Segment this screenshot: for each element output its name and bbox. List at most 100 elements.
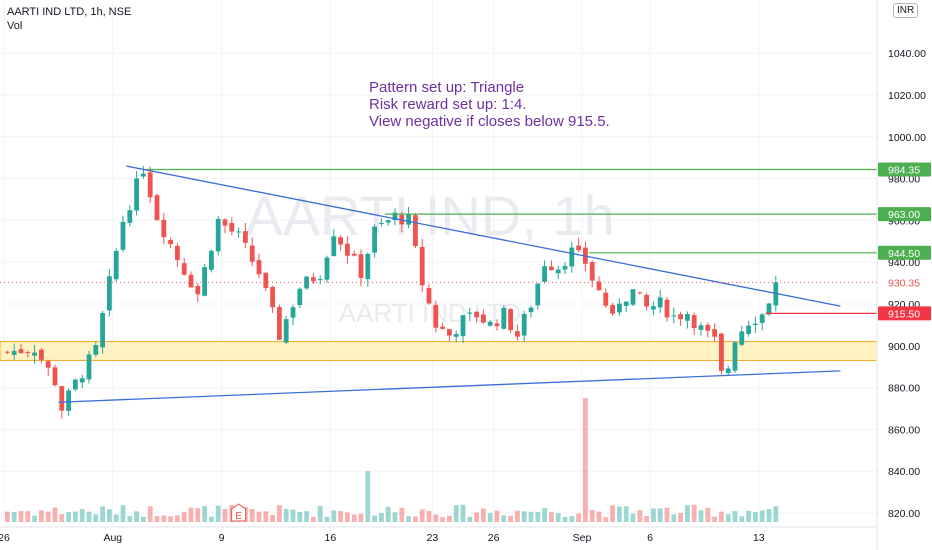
price-axis[interactable]: 1040.001020.001000.00980.00960.00940.009… [876, 0, 932, 550]
candle [467, 312, 473, 314]
volume-bar [426, 511, 432, 522]
time-axis[interactable]: 26 Aug 9 16 23 26 Sep 6 13 [0, 526, 877, 544]
candle [39, 349, 44, 360]
candle [175, 245, 180, 261]
volume-bar [549, 512, 554, 522]
volume-bar [147, 506, 153, 522]
volume-bar [759, 510, 765, 522]
earnings-badge [231, 503, 247, 522]
earnings-marker[interactable]: E [231, 503, 247, 522]
y-tick-label: 840.00 [888, 466, 920, 478]
candle [141, 173, 146, 177]
volume-bar [249, 508, 255, 522]
volume-bar [365, 471, 371, 522]
volume-bar [562, 516, 568, 522]
candle [569, 247, 575, 267]
symbol-title[interactable]: AARTI IND LTD, 1h, NSE [7, 6, 132, 18]
volume-bar [73, 511, 78, 522]
volume-bar [542, 508, 547, 522]
volume-bar [719, 511, 724, 522]
annotation-text[interactable]: Pattern set up: Triangle Risk reward set… [369, 79, 610, 130]
candle [202, 267, 207, 296]
trendlines[interactable] [58, 165, 841, 403]
candle [249, 245, 255, 262]
y-tick-label: 860.00 [888, 424, 920, 436]
candle [229, 223, 235, 232]
volume-bar [501, 515, 507, 522]
price-label-box [878, 275, 931, 290]
candle [576, 245, 581, 251]
candle [596, 281, 602, 291]
volume-bar [263, 511, 269, 522]
candle [406, 214, 411, 225]
volume-bar [154, 516, 160, 522]
candle [392, 212, 398, 221]
earnings-letter: E [235, 511, 242, 522]
volume-bar [603, 517, 609, 522]
candle [263, 272, 269, 288]
volume-bar [413, 516, 418, 522]
candle [447, 329, 452, 336]
volume-bar [685, 505, 690, 522]
candle [691, 315, 697, 329]
volume-bar [569, 516, 575, 522]
candle [698, 325, 704, 330]
volume-bar [576, 513, 581, 522]
support-zone [0, 341, 878, 361]
x-tick-label: 9 [219, 532, 225, 544]
volume-bar [52, 507, 58, 522]
volume-bar [773, 506, 779, 522]
candle [589, 262, 595, 281]
volume-bar [399, 507, 405, 522]
candle [664, 299, 670, 318]
candle [562, 265, 568, 270]
watermark-symbol: AARTI IND, 1h [245, 184, 614, 247]
volume-bar [691, 504, 697, 522]
x-tick-label: 13 [753, 532, 765, 544]
volume-bar [637, 510, 643, 522]
volume-bar [100, 506, 105, 522]
volume-bar [134, 511, 139, 522]
candle [209, 250, 214, 270]
support-zone-box [0, 341, 878, 361]
candle [705, 324, 711, 331]
candle [671, 315, 677, 317]
candle [644, 294, 649, 307]
volume-bar [270, 515, 275, 522]
y-tick-label: 1000.00 [888, 132, 926, 144]
volume-bar [181, 512, 187, 522]
candle [610, 304, 615, 314]
volume-bar [59, 514, 65, 522]
x-tick-label: 23 [427, 532, 439, 544]
candle [487, 321, 493, 326]
volume-bar [351, 514, 357, 522]
volume-bar [215, 505, 221, 522]
candle [549, 266, 554, 271]
currency-badge[interactable]: INR [893, 3, 919, 18]
volume-bar [589, 509, 595, 522]
candle [474, 311, 479, 318]
candle [52, 367, 58, 386]
volume-bar [168, 516, 173, 522]
price-label-box [878, 162, 931, 177]
candle [372, 226, 377, 253]
candle [345, 243, 350, 256]
volume-bars [5, 398, 779, 522]
candle [739, 331, 745, 345]
x-tick-label: 16 [325, 532, 337, 544]
candle [460, 315, 466, 337]
y-tick-label: 900.00 [888, 341, 920, 353]
candle [766, 303, 772, 315]
volume-bar [25, 511, 31, 522]
candle [311, 277, 316, 282]
volume-bar [766, 509, 772, 522]
y-tick-label: 1020.00 [888, 90, 926, 102]
x-tick-label: 26 [488, 532, 500, 544]
volume-legend[interactable]: Vol [7, 20, 23, 32]
x-tick-label: 26 [0, 532, 10, 544]
annotation-line-2: Risk reward set up: 1:4. [369, 96, 527, 113]
candle [358, 254, 364, 279]
candle [637, 292, 643, 294]
